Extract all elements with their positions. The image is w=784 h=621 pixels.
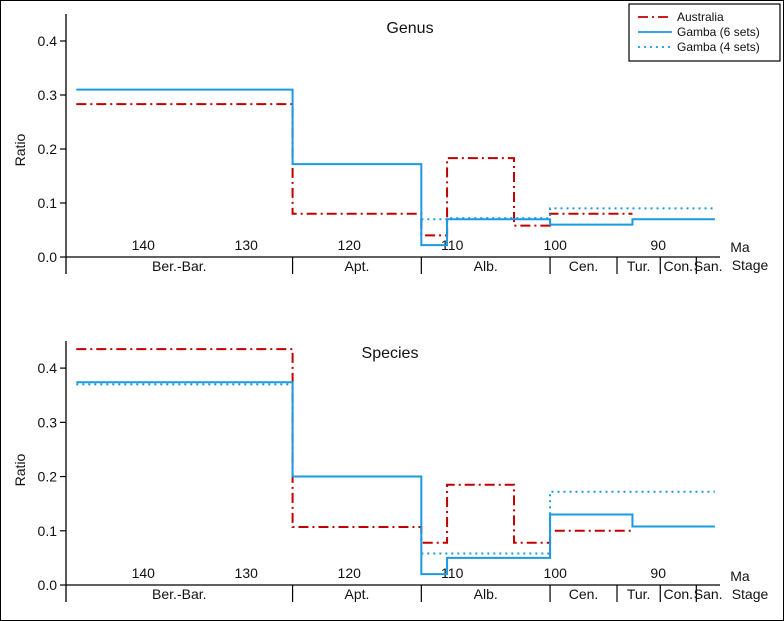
species-y-tick-label: 0.3: [38, 414, 58, 430]
species-x-tick-label: 120: [338, 565, 362, 581]
genus-y-tick-label: 0.1: [38, 195, 58, 211]
genus-stage-apt: Apt.: [344, 258, 369, 274]
genus-stage-san: San.: [694, 258, 723, 274]
species-stage-san: San.: [694, 586, 723, 602]
genus-stage-tur: Tur.: [627, 258, 651, 274]
genus-y-tick-label: 0.4: [38, 33, 58, 49]
legend-label-gamba-4-sets: Gamba (4 sets): [677, 40, 760, 54]
species-stage-cen: Cen.: [569, 586, 599, 602]
species-y-tick-label: 0.4: [38, 360, 58, 376]
genus-ylabel: Ratio: [12, 133, 28, 166]
species-series-australia: [76, 348, 633, 544]
genus-panel: Genus Ratio Ma Stage 0.0 0.1 0.2 0.3 0.4 140 1…: [12, 14, 769, 274]
genus-y-tick-label: 0.2: [38, 141, 58, 157]
genus-stage-con: Con.: [663, 258, 693, 274]
species-x-tick-label: 100: [544, 565, 568, 581]
species-ylabel: Ratio: [12, 453, 28, 486]
genus-stage-berbar: Ber.-Bar.: [152, 258, 206, 274]
species-y-tick-label: 0.2: [38, 469, 58, 485]
genus-stage-alb: Alb.: [474, 258, 498, 274]
species-x-tick-label: 130: [235, 565, 259, 581]
species-stage-tur: Tur.: [627, 586, 651, 602]
genus-title: Genus: [386, 20, 433, 37]
species-title: Species: [362, 345, 419, 362]
legend: Australia Gamba (6 sets) Gamba (4 sets): [628, 3, 781, 62]
genus-x-tick-label: 100: [544, 237, 568, 253]
species-stage-con: Con.: [663, 586, 693, 602]
species-y-tick-label: 0.1: [38, 523, 58, 539]
species-y-tick-label: 0.0: [38, 577, 58, 593]
genus-x-tick-label: 130: [235, 237, 259, 253]
species-x-tick-label: 110: [441, 565, 464, 581]
species-x-tick-label: 90: [650, 565, 666, 581]
species-series-gamba4: [76, 383, 715, 555]
legend-label-gamba-6-sets: Gamba (6 sets): [677, 25, 760, 39]
species-xlabel-ma: Ma: [730, 568, 750, 584]
genus-series-gamba4: [421, 207, 715, 221]
genus-xlabel-ma: Ma: [730, 239, 750, 255]
species-stage-label: Stage: [732, 586, 769, 602]
genus-series-gamba6: [76, 88, 715, 247]
species-x-tick-label: 140: [132, 565, 156, 581]
genus-stage-cen: Cen.: [569, 258, 599, 274]
genus-x-tick-label: 90: [650, 237, 666, 253]
genus-stage-label: Stage: [732, 257, 769, 273]
genus-x-tick-label: 140: [132, 237, 156, 253]
genus-y-tick-label: 0.3: [38, 87, 58, 103]
species-stage-berbar: Ber.-Bar.: [152, 586, 206, 602]
species-series-gamba6: [76, 381, 715, 576]
genus-x-tick-label: 120: [338, 237, 362, 253]
genus-series-australia: [76, 103, 633, 237]
species-stage-alb: Alb.: [474, 586, 498, 602]
species-stage-apt: Apt.: [344, 586, 369, 602]
legend-label-australia: Australia: [677, 10, 724, 24]
species-panel: Species Ratio Ma Stage 0.0 0.1 0.2 0.3 0.4 14…: [12, 341, 769, 602]
genus-y-tick-label: 0.0: [38, 249, 58, 265]
